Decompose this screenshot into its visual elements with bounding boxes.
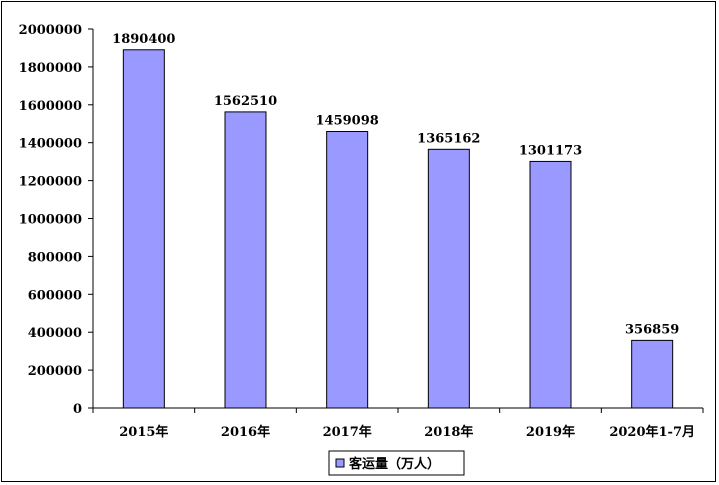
- y-tick-label: 0: [73, 402, 82, 417]
- y-tick-label: 600000: [28, 288, 82, 303]
- x-tick-label: 2015年: [119, 424, 168, 440]
- bar: [224, 111, 267, 409]
- y-tick-label: 1200000: [19, 175, 82, 190]
- data-label: 1365162: [417, 131, 480, 146]
- x-tick-label: 2020年1-7月: [609, 424, 695, 440]
- x-tick-label: 2019年: [526, 424, 575, 440]
- legend-swatch: [335, 458, 345, 468]
- legend-box: [328, 450, 465, 476]
- y-tick-label: 1000000: [19, 213, 82, 228]
- x-tick-label: 2017年: [323, 424, 372, 440]
- y-tick-label: 2000000: [19, 23, 82, 38]
- data-label: 1301173: [519, 143, 582, 158]
- bar: [529, 160, 572, 409]
- data-label: 1562510: [214, 94, 277, 109]
- y-tick-label: 800000: [28, 250, 82, 265]
- bar: [326, 131, 369, 409]
- data-label: 1459098: [316, 114, 379, 129]
- y-tick-label: 400000: [28, 326, 82, 341]
- y-tick-label: 1400000: [19, 137, 82, 152]
- data-label: 356859: [625, 322, 679, 337]
- data-label: 1890400: [112, 32, 175, 47]
- y-tick-label: 1600000: [19, 99, 82, 114]
- y-tick-label: 200000: [28, 364, 82, 379]
- y-tick-label: 1800000: [19, 61, 82, 76]
- bar: [122, 49, 165, 409]
- bar: [427, 148, 470, 409]
- bar: [631, 339, 674, 409]
- x-tick-label: 2016年: [221, 424, 270, 440]
- x-tick-label: 2018年: [424, 424, 473, 440]
- legend-label: 客运量（万人）: [349, 456, 440, 472]
